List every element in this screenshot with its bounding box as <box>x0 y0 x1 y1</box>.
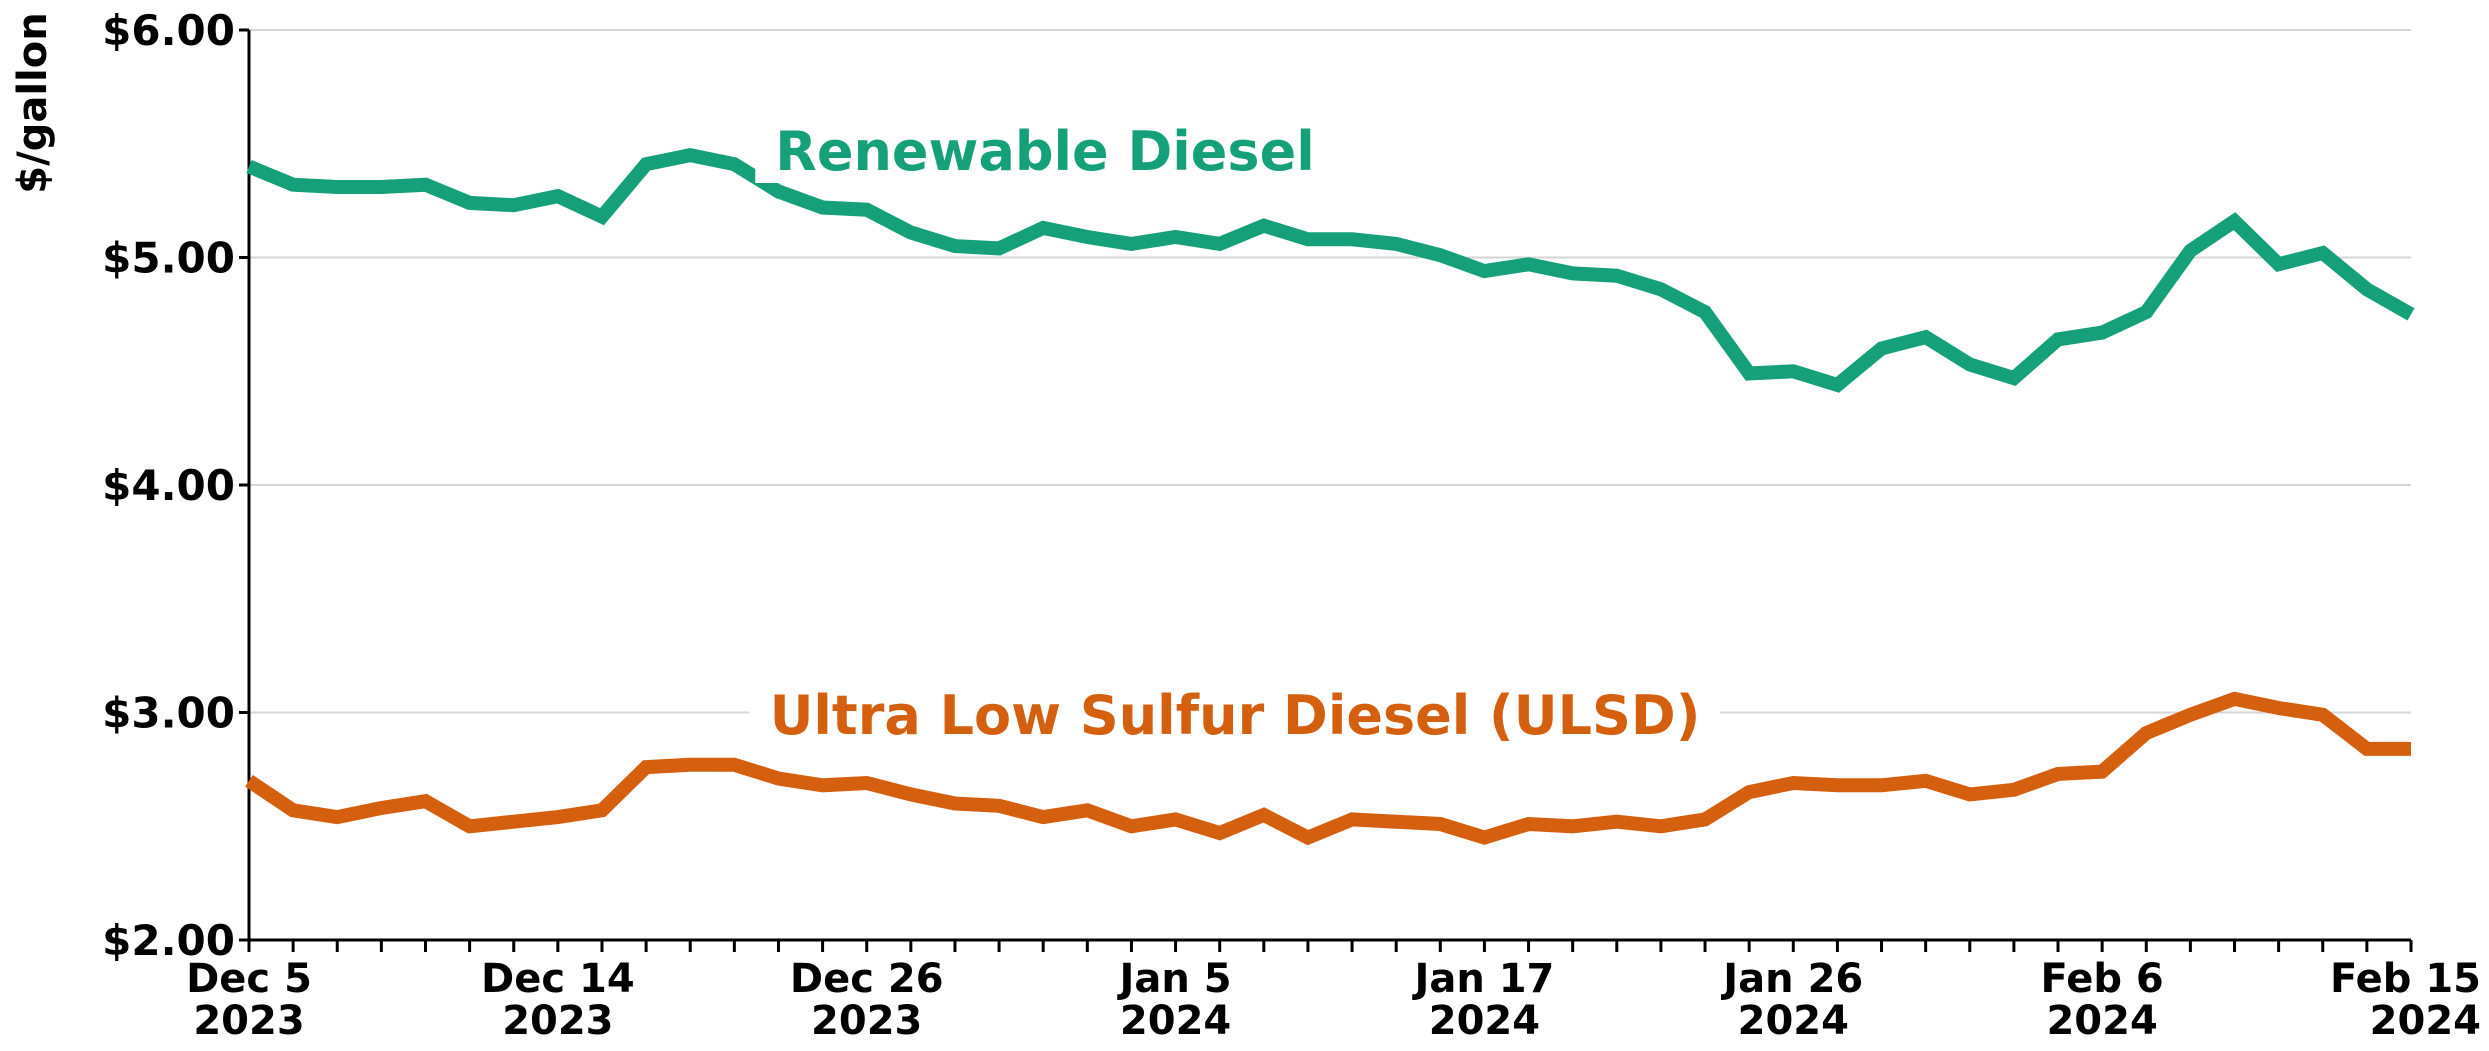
line <box>245 691 2411 846</box>
x-tick-label: 2024 <box>1120 998 1231 1044</box>
x-tick-label: Feb 15 <box>2330 956 2481 1002</box>
x-tick-label: Jan 5 <box>1117 956 1232 1002</box>
x-tick-label: Feb 6 <box>2041 956 2164 1002</box>
y-tick-label: $3.00 <box>102 689 235 738</box>
y-tick-label: $4.00 <box>102 461 235 510</box>
x-tick-label: 2024 <box>2370 998 2481 1044</box>
line <box>246 147 2415 393</box>
x-tick-label: Jan 26 <box>1720 956 1863 1002</box>
x-tick-label: Dec 14 <box>481 956 635 1002</box>
x-tick-label: 2023 <box>193 998 304 1044</box>
x-tick-label: Jan 17 <box>1411 956 1554 1002</box>
x-tick-label: 2023 <box>811 998 922 1044</box>
x-tick-label: 2024 <box>1738 998 1849 1044</box>
x-tick-label: 2024 <box>1429 998 1540 1044</box>
x-tick-label: Dec 26 <box>790 956 944 1002</box>
y-tick-label: $6.00 <box>102 6 235 55</box>
y-tick-label: $2.00 <box>102 916 235 965</box>
y-axis-label: $/gallon <box>10 12 56 193</box>
x-tick-label: 2023 <box>502 998 613 1044</box>
y-tick-label: $5.00 <box>102 234 235 283</box>
x-tick-label: 2024 <box>2046 998 2157 1044</box>
x-tick-label: Dec 5 <box>186 956 312 1002</box>
series-label: Renewable Diesel <box>775 120 1314 183</box>
label-background <box>749 684 1721 747</box>
label-background <box>755 120 1335 183</box>
series-label: Ultra Low Sulfur Diesel (ULSD) <box>770 684 1701 747</box>
